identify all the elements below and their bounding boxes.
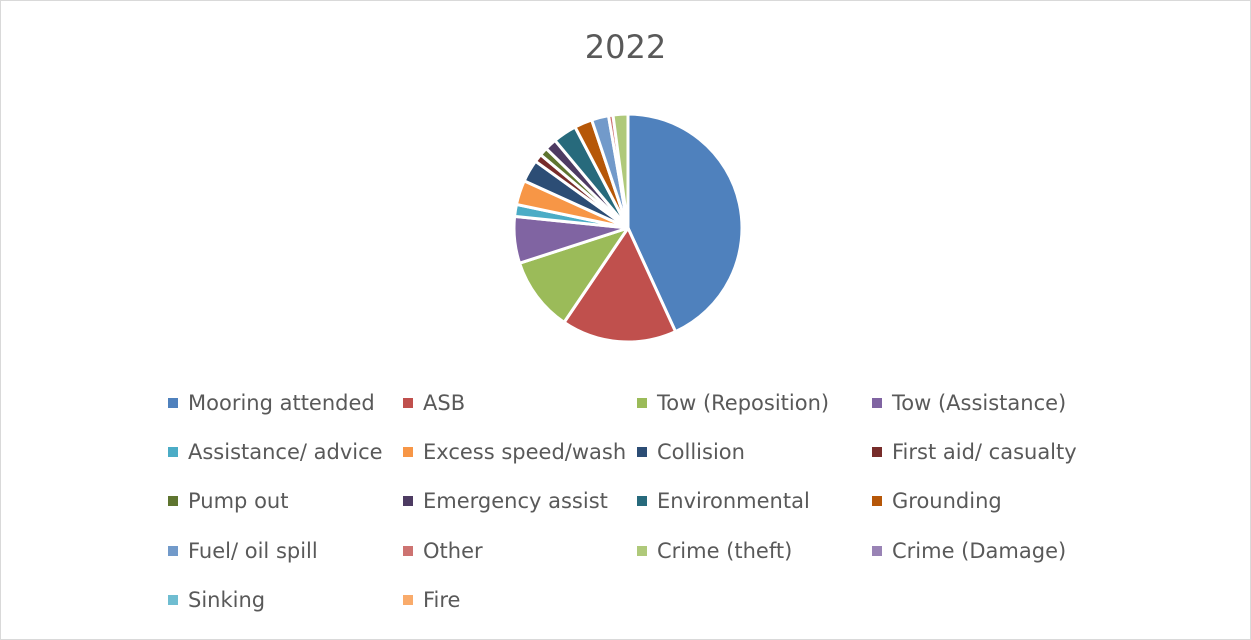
legend-label: First aid/ casualty — [892, 440, 1077, 464]
legend-item: Fire — [403, 585, 460, 615]
legend-item: Pump out — [168, 486, 288, 516]
legend-label: Crime (Damage) — [892, 539, 1067, 563]
legend-swatch — [872, 496, 882, 506]
legend-label: Fuel/ oil spill — [188, 539, 318, 563]
legend-label: Collision — [657, 440, 745, 464]
legend-swatch — [168, 595, 178, 605]
legend-swatch — [403, 595, 413, 605]
legend-label: Mooring attended — [188, 391, 375, 415]
legend-swatch — [403, 447, 413, 457]
legend-item: Environmental — [637, 486, 810, 516]
legend-item: Mooring attended — [168, 388, 375, 418]
legend-item: Excess speed/wash — [403, 437, 626, 467]
legend-item: Fuel/ oil spill — [168, 536, 318, 566]
legend-item: Tow (Reposition) — [637, 388, 829, 418]
legend-label: Pump out — [188, 489, 289, 513]
legend-swatch — [403, 496, 413, 506]
pie-chart — [512, 112, 744, 344]
legend-label: Other — [423, 539, 483, 563]
legend-swatch — [872, 447, 882, 457]
legend-swatch — [403, 546, 413, 556]
legend-swatch — [872, 398, 882, 408]
legend-label: Assistance/ advice — [188, 440, 383, 464]
legend-label: Tow (Assistance) — [892, 391, 1067, 415]
pie-slice-asb — [562, 226, 678, 344]
legend-item: Collision — [637, 437, 745, 467]
legend-swatch — [168, 447, 178, 457]
legend-swatch — [168, 398, 178, 408]
legend-label: Tow (Reposition) — [657, 391, 830, 415]
legend-label: Grounding — [892, 489, 1002, 513]
legend-swatch — [637, 546, 647, 556]
legend-item: ASB — [403, 388, 465, 418]
chart-title: 2022 — [584, 28, 667, 66]
legend-item: Grounding — [872, 486, 1002, 516]
legend-swatch — [403, 398, 413, 408]
legend-swatch — [637, 496, 647, 506]
legend-label: Environmental — [657, 489, 810, 513]
legend-item: Crime (theft) — [637, 536, 792, 566]
legend-item: First aid/ casualty — [872, 437, 1077, 467]
legend-swatch — [872, 546, 882, 556]
legend-item: Sinking — [168, 585, 265, 615]
legend-item: Assistance/ advice — [168, 437, 383, 467]
legend-item: Crime (Damage) — [872, 536, 1066, 566]
legend-item: Other — [403, 536, 483, 566]
legend-label: Emergency assist — [423, 489, 608, 513]
legend-swatch — [637, 447, 647, 457]
legend-item: Emergency assist — [403, 486, 608, 516]
pie-slice-mooring-attended — [626, 112, 744, 334]
legend-swatch — [168, 496, 178, 506]
legend-label: Fire — [423, 588, 461, 612]
legend-item: Tow (Assistance) — [872, 388, 1066, 418]
legend-swatch — [168, 546, 178, 556]
legend-label: Excess speed/wash — [423, 440, 627, 464]
legend-label: Crime (theft) — [657, 539, 793, 563]
legend-label: Sinking — [188, 588, 266, 612]
legend-label: ASB — [423, 391, 466, 415]
pie-slice-crime-theft — [611, 112, 630, 230]
legend-swatch — [637, 398, 647, 408]
